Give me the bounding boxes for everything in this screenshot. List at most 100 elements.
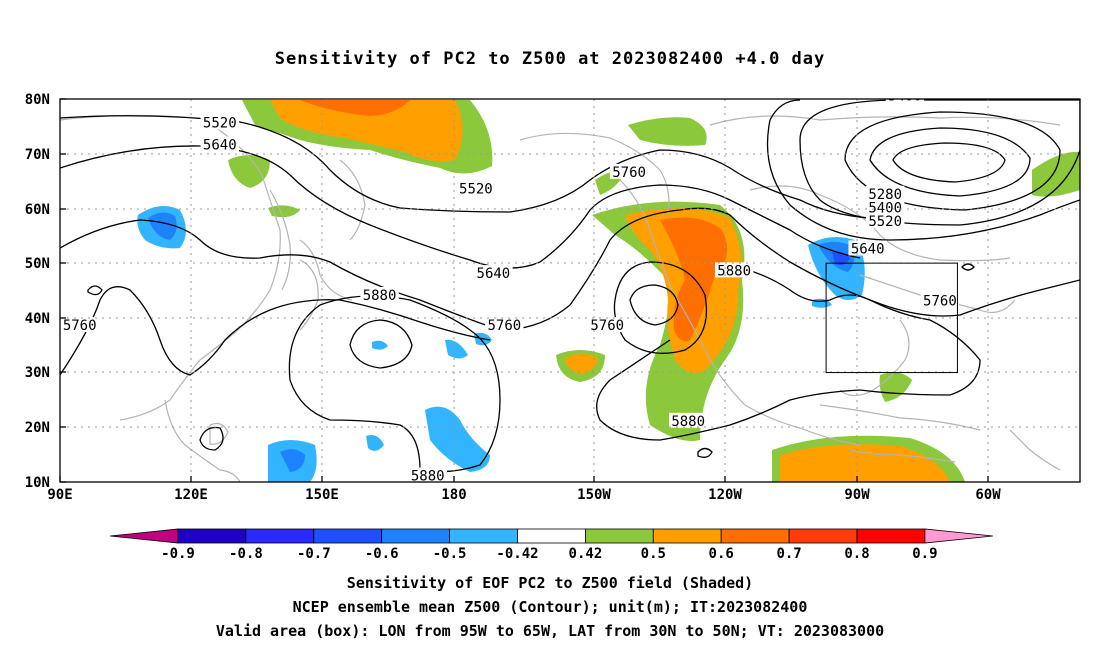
caption-shading: Sensitivity of EOF PC2 to Z500 field (Sh… (346, 574, 754, 592)
contour-5640-ring (766, 99, 1080, 241)
contour-label: 5880 (363, 288, 397, 304)
colorbar-swatch (381, 528, 451, 544)
shade-negative-small-2 (445, 339, 468, 359)
colorbar-swatch (517, 528, 586, 544)
lon-axis: 90E 120E 150E 180 150W 120W 90W 60W (47, 476, 1001, 503)
contour-label: 5640 (477, 266, 511, 282)
contour-small-1 (87, 285, 103, 296)
colorbar-swatch (313, 528, 383, 544)
lat-label: 20N (25, 420, 50, 436)
shade-negative-west-tropics-core (280, 449, 305, 472)
contour-5760-low (613, 261, 708, 354)
contour-label: 5760 (590, 318, 624, 334)
shade-positive-east-pacific-core (565, 354, 598, 374)
coastlines (60, 114, 1061, 482)
shade-positive-caribbean-core (780, 444, 950, 482)
contour-label-bg (474, 265, 513, 281)
contour-label-bg (360, 286, 399, 302)
contour-5760 (60, 207, 1080, 331)
contour-5400-low (869, 127, 1031, 197)
contour-5880-west (288, 295, 501, 473)
shade-negative-small-4 (366, 435, 384, 451)
colorbar-swatch (788, 528, 858, 544)
colorbar-swatch (652, 528, 722, 544)
lat-label: 70N (25, 147, 50, 163)
contour-label: 5760 (63, 318, 97, 334)
contour-label-bg (885, 99, 925, 103)
valid-area-box (825, 262, 958, 374)
shade-positive-alaska (628, 117, 707, 146)
contour-label-bg (865, 199, 905, 215)
contour-small-2 (199, 426, 224, 451)
colorbar-label: 0.5 (641, 546, 666, 562)
contour-label: 5760 (612, 165, 646, 181)
contour-small-4 (961, 263, 975, 271)
colorbar-label: 0.6 (709, 546, 734, 562)
contour-5520-ring (799, 99, 1080, 226)
contour-label: 5640 (203, 138, 237, 154)
contour-label: 5880 (411, 469, 445, 485)
contour-label-bg (920, 292, 960, 308)
contour-label: 5400 (868, 200, 902, 216)
contour-label-bg (200, 136, 239, 152)
colorbar-label: -0.9 (161, 546, 195, 562)
shade-negative-small-1 (372, 340, 388, 350)
contour-label-bg (865, 185, 905, 201)
colorbar-label: -0.8 (229, 546, 263, 562)
map-frame (59, 98, 1081, 483)
contour-5520-north (60, 115, 871, 219)
colorbar-swatch (177, 528, 247, 544)
caption-valid-area: Valid area (box): LON from 95W to 65W, L… (215, 622, 885, 640)
lon-label: 60W (975, 487, 1001, 503)
lat-label: 80N (25, 92, 50, 108)
map-title: Sensitivity of PC2 to Z500 at 2023082400… (274, 49, 826, 69)
contour-label: 5520 (203, 116, 237, 132)
contour-label: 5400 (888, 88, 922, 104)
contour-5880-high (349, 319, 413, 369)
lon-label: 150W (577, 487, 611, 503)
contour-label: 5760 (487, 318, 521, 334)
contour-label-bg (609, 163, 649, 179)
lat-lon-grid (60, 99, 1080, 482)
colorbar-label: -0.42 (496, 546, 538, 562)
contour-label: 5640 (851, 241, 885, 257)
colorbar-swatch (720, 528, 790, 544)
shade-negative-west-pacific-core (148, 212, 177, 240)
shade-negative-central-pacific (425, 406, 490, 472)
contour-label-bg (588, 317, 627, 333)
colorbar: -0.9 -0.8 -0.7 -0.6 -0.5 -0.42 0.42 0.5 0.6 0.7 0.… (109, 528, 993, 562)
contour-label-bg (456, 180, 496, 196)
contour-small-3 (697, 447, 713, 458)
shade-positive-north-pacific-max (300, 100, 410, 116)
lon-label: 120W (708, 487, 742, 503)
contour-label-bg (408, 467, 447, 482)
lat-axis: 80N 70N 60N 50N 40N 30N 20N 10N (25, 92, 66, 491)
contour-5280-low (892, 142, 1006, 183)
shade-positive-north-pacific-core (270, 100, 463, 162)
contour-label-bg (485, 317, 524, 333)
shade-positive-arctic (1032, 151, 1080, 197)
contour-5880-east (596, 264, 981, 441)
lon-label: 90W (844, 487, 870, 503)
contour-label-layer: 5520 5640 5520 5760 5640 5880 5760 5760 5760 5880… (60, 88, 960, 485)
shade-positive-small-1 (268, 205, 300, 218)
colorbar-label: 0.42 (569, 546, 603, 562)
lat-label: 50N (25, 256, 50, 272)
colorbar-min-arrow (109, 528, 179, 544)
colorbar-swatch (245, 528, 315, 544)
colorbar-label: -0.7 (297, 546, 331, 562)
caption-contour: NCEP ensemble mean Z500 (Contour); unit(… (292, 598, 808, 616)
contour-5760-low-inner (629, 284, 679, 326)
lon-label: 180 (441, 487, 466, 503)
contour-5400-outer (844, 111, 1061, 211)
contour-label-bg (668, 412, 708, 428)
lon-label: 120E (174, 487, 208, 503)
lon-label: 90E (47, 487, 72, 503)
lat-label: 30N (25, 365, 50, 381)
contour-label-bg (714, 262, 754, 278)
contour-5880-band (289, 379, 421, 471)
contour-5640-north (60, 145, 861, 269)
colorbar-swatch (856, 528, 926, 544)
contour-5760-south (60, 286, 491, 376)
